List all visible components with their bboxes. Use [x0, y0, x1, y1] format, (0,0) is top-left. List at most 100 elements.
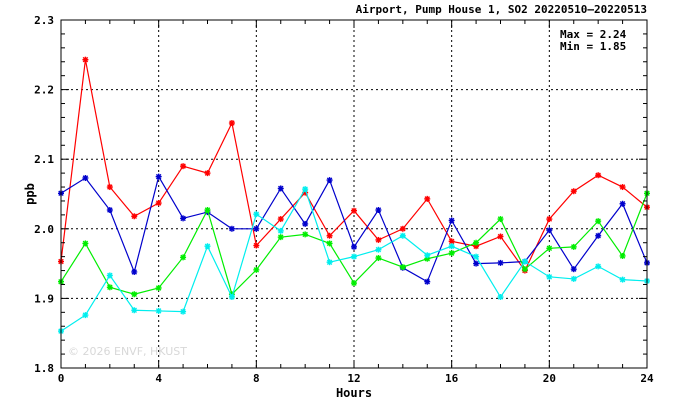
data-point: [595, 172, 602, 179]
x-tick-label: 0: [58, 372, 65, 385]
data-point: [155, 200, 162, 207]
data-point: [204, 243, 211, 250]
data-point: [399, 232, 406, 239]
data-point: [351, 243, 357, 250]
data-point: [473, 239, 480, 246]
ticks: [60, 19, 648, 369]
x-tick-label: 4: [155, 372, 162, 385]
data-point: [253, 266, 260, 273]
x-tick-label: 24: [640, 372, 654, 385]
data-point: [277, 216, 284, 223]
data-point: [277, 227, 284, 234]
data-point: [619, 184, 626, 191]
data-point: [595, 218, 602, 225]
data-point: [399, 225, 406, 232]
data-point: [497, 233, 504, 240]
data-point: [302, 231, 309, 238]
data-point: [497, 216, 504, 223]
data-point: [473, 253, 480, 260]
data-point: [106, 184, 113, 191]
data-point: [326, 259, 333, 266]
data-point: [473, 260, 480, 267]
x-axis-title: Hours: [336, 386, 372, 400]
data-point: [82, 56, 89, 63]
data-point: [131, 307, 138, 314]
data-point: [82, 240, 89, 247]
data-point: [155, 173, 162, 180]
x-tick-label: 16: [445, 372, 459, 385]
data-point: [546, 273, 553, 280]
data-point: [595, 263, 602, 270]
data-point: [106, 284, 113, 291]
y-axis-title: ppb: [23, 183, 37, 205]
data-point: [204, 207, 211, 214]
data-point: [546, 245, 553, 252]
data-point: [253, 225, 260, 232]
data-point: [228, 225, 235, 232]
watermark: © 2026 ENVF, HKUST: [68, 345, 187, 358]
data-point: [253, 242, 260, 249]
data-point: [155, 284, 162, 291]
data-point: [497, 294, 504, 301]
data-point: [155, 307, 162, 314]
data-point: [253, 211, 260, 218]
y-tick-label: 1.8: [34, 362, 54, 375]
data-point: [570, 243, 577, 250]
data-point: [326, 177, 333, 184]
y-tick-label: 1.9: [34, 292, 54, 305]
y-tick-label: 2.1: [34, 153, 54, 166]
data-point: [204, 170, 211, 177]
stat-min: Min = 1.85: [560, 40, 626, 53]
data-point: [106, 207, 113, 214]
data-point: [448, 217, 455, 224]
data-point: [277, 185, 284, 192]
data-point: [82, 312, 89, 319]
data-point: [521, 266, 528, 273]
series-layer: [58, 56, 650, 335]
data-point: [302, 186, 309, 193]
data-point: [326, 232, 333, 239]
data-point: [424, 252, 431, 259]
data-point: [228, 120, 235, 127]
data-point: [302, 220, 309, 227]
data-point: [619, 252, 626, 259]
data-point: [106, 272, 113, 279]
data-point: [375, 255, 382, 262]
data-point: [399, 264, 406, 271]
data-point: [180, 163, 187, 170]
x-tick-label: 20: [543, 372, 556, 385]
data-point: [131, 291, 138, 298]
data-point: [424, 195, 431, 202]
data-point: [546, 216, 553, 223]
x-tick-label: 8: [253, 372, 260, 385]
tick-labels: 0 4 8 12 16 20 24 1.8 1.9 2.0 2.1 2.2 2.3: [34, 14, 654, 385]
data-point: [424, 278, 431, 285]
data-point: [375, 246, 382, 253]
data-point: [497, 259, 504, 266]
data-point: [131, 268, 138, 275]
data-point: [180, 254, 187, 261]
data-point: [131, 213, 138, 220]
data-point: [448, 243, 455, 250]
chart-title: Airport, Pump House 1, SO2 20220510–2022…: [356, 3, 647, 16]
data-point: [82, 174, 89, 181]
y-tick-label: 2.0: [34, 223, 54, 236]
data-point: [326, 240, 333, 247]
y-tick-label: 2.3: [34, 14, 54, 27]
data-point: [619, 200, 626, 207]
data-point: [570, 266, 577, 273]
data-point: [351, 207, 357, 214]
data-point: [521, 258, 528, 265]
data-point: [351, 280, 357, 287]
data-point: [595, 232, 602, 239]
stat-max: Max = 2.24: [560, 28, 627, 41]
x-tick-label: 12: [347, 372, 360, 385]
data-point: [351, 253, 357, 260]
data-point: [228, 294, 235, 301]
data-point: [180, 215, 187, 222]
data-point: [619, 276, 626, 283]
data-point: [180, 308, 187, 315]
data-point: [570, 275, 577, 282]
data-point: [375, 236, 382, 243]
